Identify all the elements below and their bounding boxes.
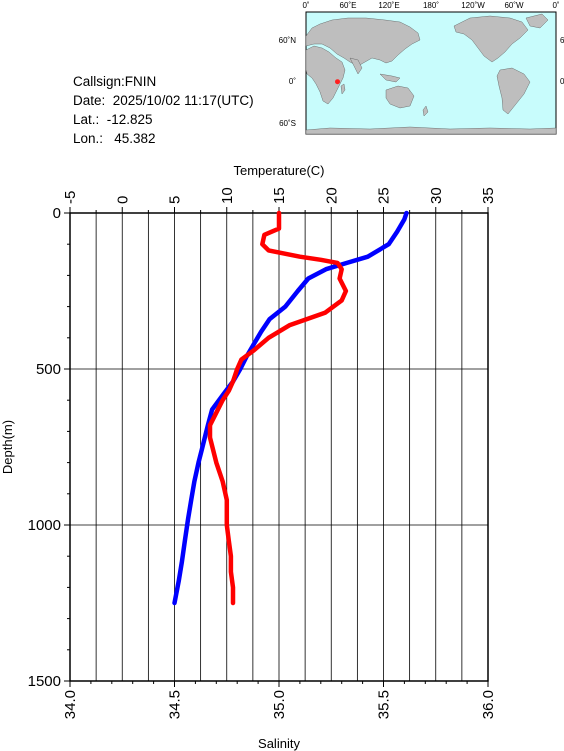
map-lat-label-0: 60˚N (279, 36, 297, 45)
map-lon-label-3: 180˚ (423, 1, 439, 10)
map-lat-label-right-0: 60˚N (560, 36, 564, 45)
salinity-axis-title: Salinity (258, 736, 300, 751)
map-lat-label-right-1: 0˚ (560, 77, 564, 86)
land-india (349, 57, 363, 75)
land-madagascar (340, 83, 346, 95)
land-indonesia (379, 73, 401, 83)
latitude-text: Lat.: -12.825 (73, 112, 153, 127)
land-newzealand (422, 105, 429, 117)
salinity-tick-label: 35.0 (271, 690, 288, 719)
chart-ticks (64, 207, 489, 687)
station-info: Callsign:FNIN Date: 2025/10/02 11:17(UTC… (73, 72, 254, 148)
land-north-america (453, 15, 529, 63)
temperature-tick-label: 0 (114, 196, 131, 204)
date-text: Date: 2025/10/02 11:17(UTC) (73, 93, 254, 108)
temperature-tick-label: 35 (480, 187, 497, 204)
temperature-tick-label: 25 (376, 187, 393, 204)
depth-tick-label: 1000 (28, 517, 61, 534)
callsign-text: Callsign:FNIN (73, 74, 157, 89)
depth-tick-label: 0 (53, 205, 61, 222)
station-marker (335, 79, 341, 85)
chart-series (172, 210, 409, 606)
salinity-tick-label: 34.0 (62, 690, 79, 719)
land-antarctica (305, 126, 557, 135)
map-land (305, 13, 557, 135)
map-lat-label-2: 60˚S (279, 119, 296, 128)
temperature-tick-label: 5 (167, 196, 184, 204)
temperature-profile-line (172, 210, 409, 606)
chart-grid (69, 212, 489, 682)
map-lon-label-4: 120˚W (461, 1, 485, 10)
temperature-tick-label: 20 (323, 187, 340, 204)
map-lon-label-5: 60˚W (504, 1, 524, 10)
depth-axis-title: Depth(m) (0, 420, 15, 474)
salinity-tick-label: 36.0 (480, 690, 497, 719)
temperature-tick-label: 10 (219, 187, 236, 204)
map-lon-label-2: 120˚E (378, 1, 399, 10)
land-greenland (525, 13, 549, 29)
salinity-tick-label: 34.5 (167, 690, 184, 719)
land-south-america (496, 67, 531, 115)
map-lon-label-0: 0˚ (302, 1, 309, 10)
temperature-tick-label: -5 (62, 191, 79, 204)
temperature-tick-label: 30 (428, 187, 445, 204)
map-lon-label-1: 60˚E (340, 1, 357, 10)
temperature-axis-title: Temperature(C) (233, 163, 324, 178)
depth-tick-label: 1500 (28, 673, 61, 690)
longitude-text: Lon.: 45.382 (73, 131, 156, 146)
temperature-tick-label: 15 (271, 187, 288, 204)
map-lon-label-6: 0˚ (552, 1, 559, 10)
depth-tick-label: 500 (36, 361, 61, 378)
land-eurasia (305, 17, 421, 67)
land-australia (385, 85, 415, 109)
land-africa (305, 45, 346, 105)
salinity-profile-line (207, 210, 349, 606)
map-lat-label-1: 0˚ (289, 77, 296, 86)
salinity-tick-label: 35.5 (376, 690, 393, 719)
